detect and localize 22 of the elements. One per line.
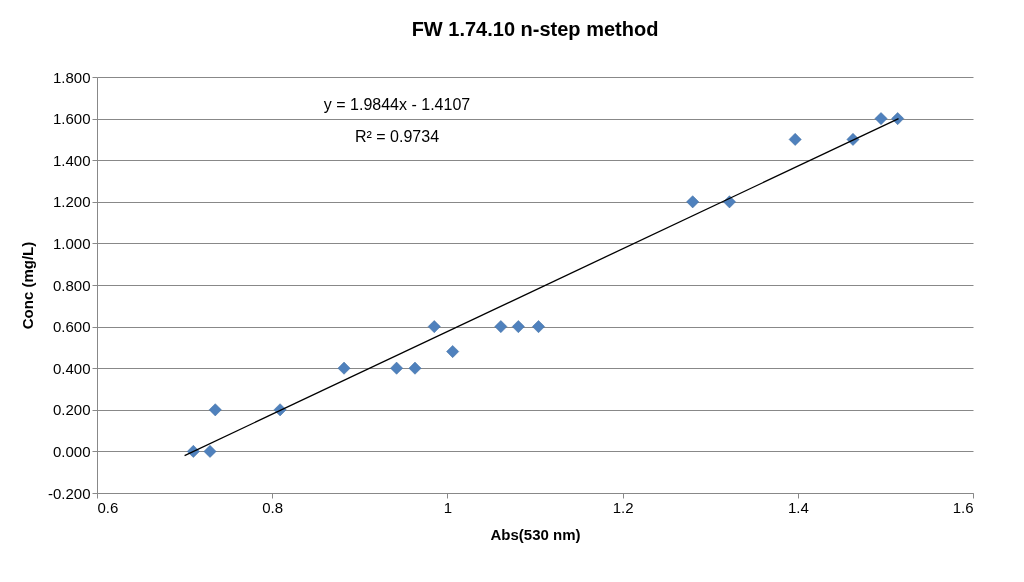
x-tick-label: 1.6 bbox=[952, 498, 974, 516]
chart-title: FW 1.74.10 n-step method bbox=[411, 18, 659, 40]
x-tick-label: 1.4 bbox=[787, 498, 809, 516]
y-tick-label: 1.000 bbox=[52, 234, 91, 252]
y-tick-label: 0.800 bbox=[52, 276, 91, 294]
y-axis-title: Conc (mg/L) bbox=[18, 241, 36, 330]
x-tick-label: 1 bbox=[443, 498, 453, 516]
y-tick-label: 0.600 bbox=[52, 318, 91, 336]
y-tick-label: 0.400 bbox=[52, 359, 91, 377]
x-axis-title: Abs(530 nm) bbox=[490, 525, 581, 543]
y-tick-label: 1.200 bbox=[52, 193, 91, 211]
y-tick-label: 1.400 bbox=[52, 151, 91, 169]
x-tick-label: 0.8 bbox=[262, 498, 284, 516]
annotation: y = 1.9844x - 1.4107 bbox=[323, 96, 471, 113]
y-tick-label: 1.600 bbox=[52, 110, 91, 128]
x-tick-label: 1.2 bbox=[612, 498, 634, 516]
y-tick-label: -0.200 bbox=[47, 484, 91, 502]
annotation: R² = 0.9734 bbox=[354, 128, 440, 145]
y-tick-label: 0.200 bbox=[52, 401, 91, 419]
y-tick-label: 0.000 bbox=[52, 442, 91, 460]
x-tick-label: 0.6 bbox=[97, 498, 119, 516]
y-tick-label: 1.800 bbox=[52, 68, 91, 86]
